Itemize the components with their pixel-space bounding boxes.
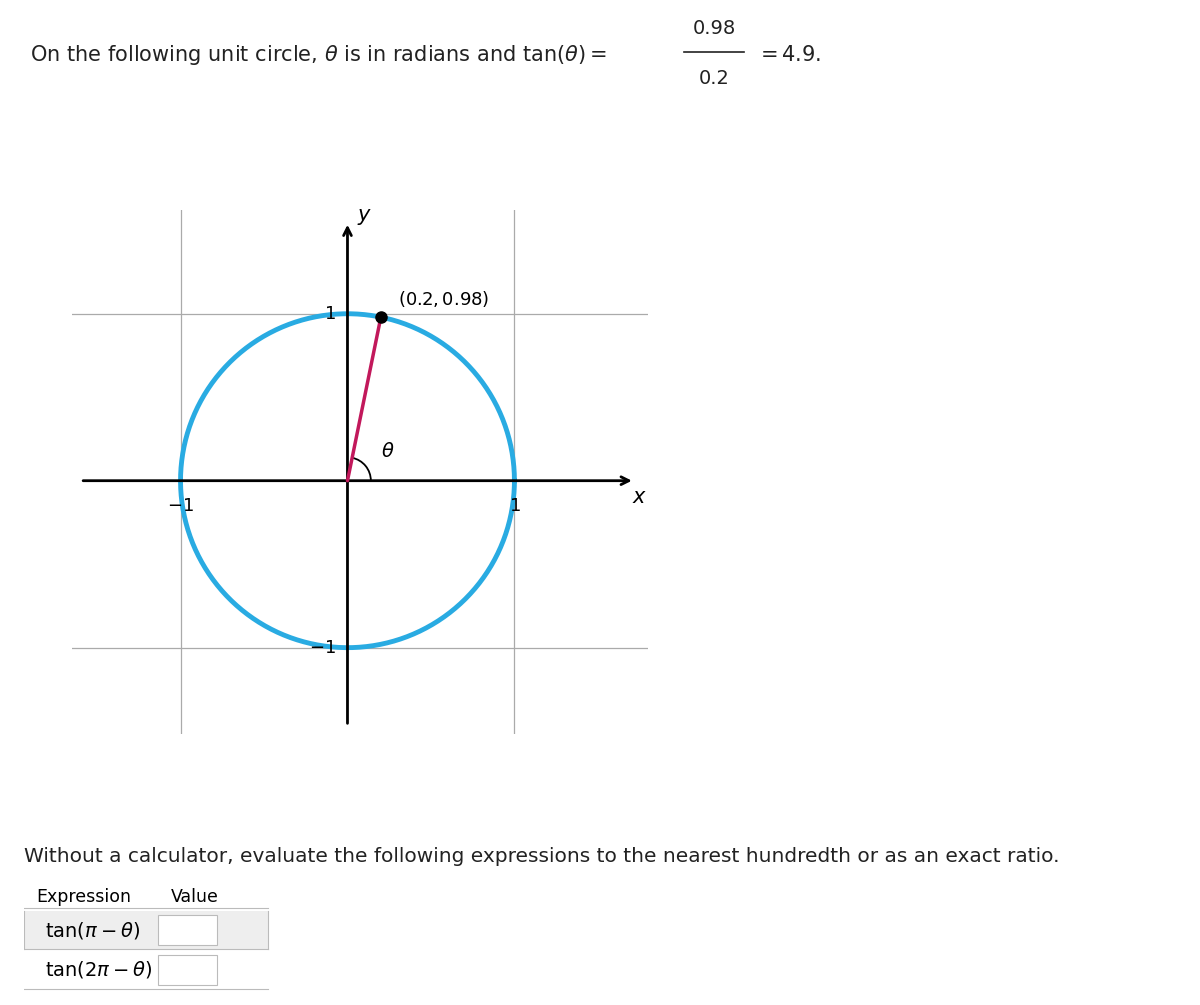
Text: $1$: $1$ <box>509 497 521 516</box>
Text: $y$: $y$ <box>358 207 373 227</box>
Text: 0.98: 0.98 <box>692 19 736 37</box>
Text: $1$: $1$ <box>324 305 336 323</box>
Text: Without a calculator, evaluate the following expressions to the nearest hundredt: Without a calculator, evaluate the follo… <box>24 847 1060 866</box>
Text: $\tan(\pi - \theta)$: $\tan(\pi - \theta)$ <box>46 920 140 941</box>
Text: On the following unit circle, $\theta$ is in radians and $\tan(\theta) =$: On the following unit circle, $\theta$ i… <box>30 43 607 67</box>
Bar <box>24 912 268 950</box>
Text: $-1$: $-1$ <box>167 497 194 516</box>
Text: $\theta$: $\theta$ <box>380 441 395 460</box>
Text: $x$: $x$ <box>632 487 647 508</box>
Text: $\tan(2\pi - \theta)$: $\tan(2\pi - \theta)$ <box>46 959 152 980</box>
Text: Expression: Expression <box>37 888 132 907</box>
Bar <box>158 955 217 985</box>
Text: Value: Value <box>172 888 218 907</box>
Text: $(0.2, 0.98)$: $(0.2, 0.98)$ <box>397 288 488 309</box>
Text: $= 4.9.$: $= 4.9.$ <box>756 45 821 65</box>
Bar <box>158 916 217 946</box>
Text: $-1$: $-1$ <box>308 638 336 656</box>
Text: 0.2: 0.2 <box>698 69 730 87</box>
